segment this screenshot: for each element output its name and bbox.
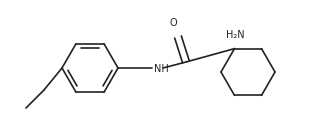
Text: NH: NH — [154, 64, 169, 74]
Text: O: O — [169, 18, 177, 28]
Text: H₂N: H₂N — [226, 30, 245, 40]
